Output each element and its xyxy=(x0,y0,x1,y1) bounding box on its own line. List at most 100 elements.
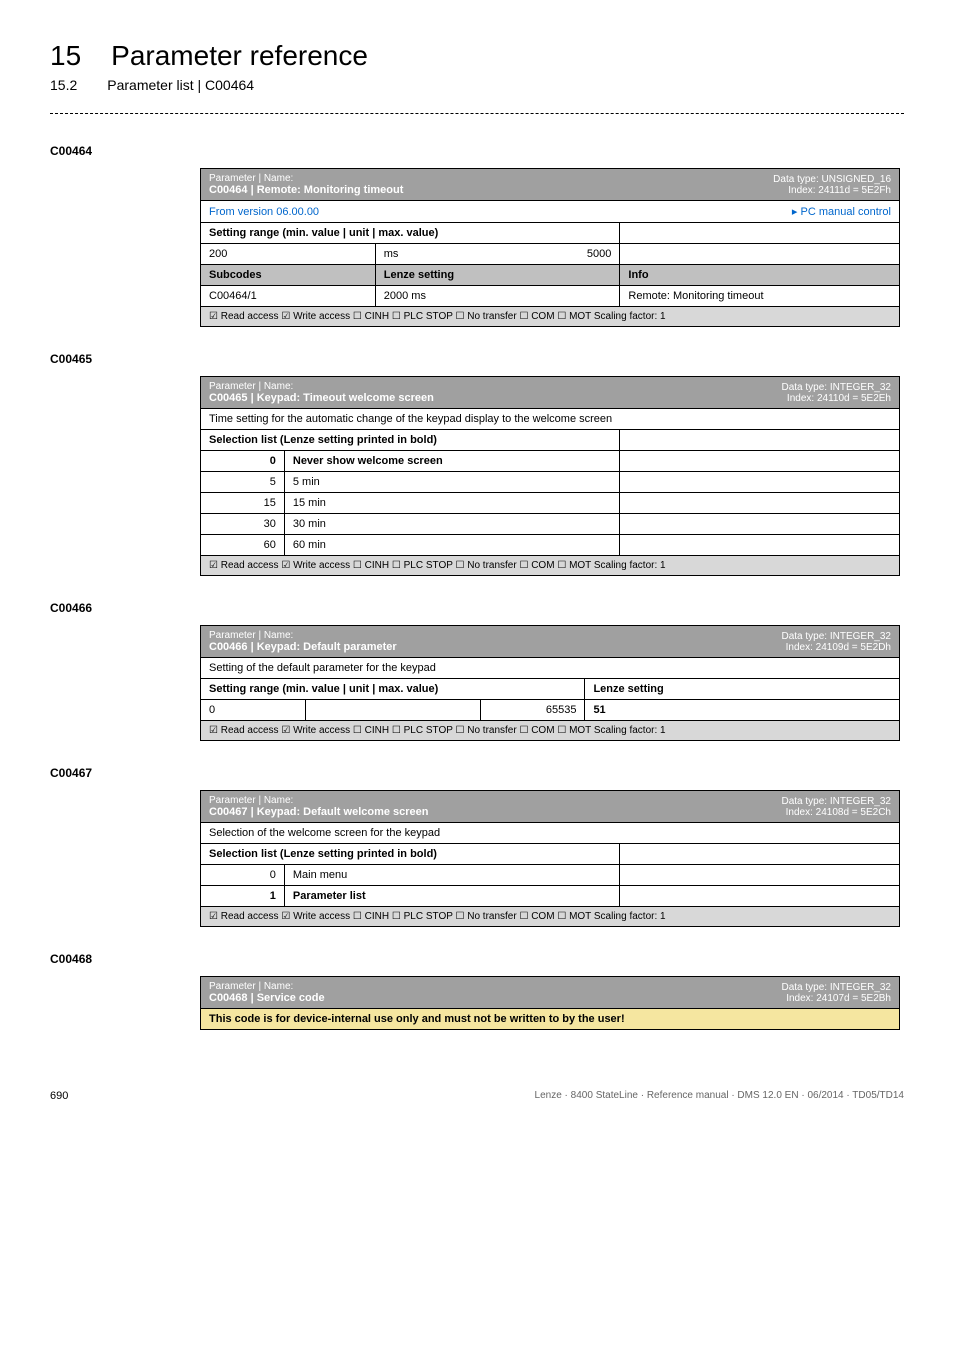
param-id-c00464: C00464 xyxy=(50,144,904,158)
data-type: Data type: INTEGER_32 xyxy=(782,982,892,993)
index: Index: 24108d = 5E2Ch xyxy=(782,807,892,818)
data-type: Data type: UNSIGNED_16 xyxy=(773,174,891,185)
table-row: Parameter | Name: C00464 | Remote: Monit… xyxy=(201,169,900,201)
option-label: Main menu xyxy=(284,865,620,886)
min-value: 200 xyxy=(201,244,376,265)
index: Index: 24110d = 5E2Eh xyxy=(782,393,892,404)
option-value: 5 xyxy=(201,472,285,493)
data-type: Data type: INTEGER_32 xyxy=(782,382,892,393)
access-row: ☑ Read access ☑ Write access ☐ CINH ☐ PL… xyxy=(201,907,900,927)
option-value: 60 xyxy=(201,535,285,556)
empty-cell xyxy=(620,514,900,535)
subcode-value: C00464/1 xyxy=(201,286,376,307)
chapter-title: Parameter reference xyxy=(111,40,368,72)
unit xyxy=(305,700,480,721)
empty-cell xyxy=(620,844,900,865)
data-type: Data type: INTEGER_32 xyxy=(782,631,892,642)
description: Time setting for the automatic change of… xyxy=(201,409,900,430)
empty-cell xyxy=(620,493,900,514)
table-row: Parameter | Name: C00465 | Keypad: Timeo… xyxy=(201,377,900,409)
param-label: Parameter | Name: xyxy=(209,795,429,806)
empty-cell xyxy=(620,451,900,472)
option-label: 60 min xyxy=(284,535,620,556)
warning-text: This code is for device-internal use onl… xyxy=(201,1009,900,1030)
option-value: 0 xyxy=(201,451,285,472)
lenze-setting-label: Lenze setting xyxy=(375,265,620,286)
description: Setting of the default parameter for the… xyxy=(201,658,900,679)
option-value: 15 xyxy=(201,493,285,514)
table-c00464: Parameter | Name: C00464 | Remote: Monit… xyxy=(200,168,900,327)
option-label: 5 min xyxy=(284,472,620,493)
page-number: 690 xyxy=(50,1090,68,1102)
param-id-c00468: C00468 xyxy=(50,952,904,966)
info-label: Info xyxy=(620,265,900,286)
empty-cell xyxy=(620,535,900,556)
access-row: ☑ Read access ☑ Write access ☐ CINH ☐ PL… xyxy=(201,721,900,741)
manual-link[interactable]: ▸ PC manual control xyxy=(792,205,891,218)
empty-cell xyxy=(620,886,900,907)
param-name: C00465 | Keypad: Timeout welcome screen xyxy=(209,392,434,404)
param-label: Parameter | Name: xyxy=(209,630,397,641)
setting-range-label: Setting range (min. value | unit | max. … xyxy=(201,679,585,700)
max-value: 65535 xyxy=(480,700,585,721)
description: Selection of the welcome screen for the … xyxy=(201,823,900,844)
empty-cell xyxy=(620,244,900,265)
page-header: 15 Parameter reference xyxy=(50,40,904,72)
info-value: Remote: Monitoring timeout xyxy=(620,286,900,307)
table-c00467: Parameter | Name: C00467 | Keypad: Defau… xyxy=(200,790,900,927)
setting-range-label: Setting range (min. value | unit | max. … xyxy=(201,223,620,244)
option-label: Parameter list xyxy=(284,886,620,907)
max-value: 5000 xyxy=(587,248,611,260)
option-label: Never show welcome screen xyxy=(284,451,620,472)
param-id-c00465: C00465 xyxy=(50,352,904,366)
option-label: 30 min xyxy=(284,514,620,535)
param-name: C00467 | Keypad: Default welcome screen xyxy=(209,806,429,818)
table-row: Parameter | Name: C00468 | Service code … xyxy=(201,977,900,1009)
table-row: From version 06.00.00 ▸ PC manual contro… xyxy=(201,201,900,223)
param-id-c00467: C00467 xyxy=(50,766,904,780)
table-c00466: Parameter | Name: C00466 | Keypad: Defau… xyxy=(200,625,900,741)
empty-cell xyxy=(620,865,900,886)
selection-label: Selection list (Lenze setting printed in… xyxy=(201,844,620,865)
page-footer: 690 Lenze · 8400 StateLine · Reference m… xyxy=(50,1090,904,1102)
lenze-value: 51 xyxy=(585,700,900,721)
lenze-value: 2000 ms xyxy=(375,286,620,307)
param-name: C00466 | Keypad: Default parameter xyxy=(209,641,397,653)
index: Index: 24109d = 5E2Dh xyxy=(782,642,892,653)
subcodes-label: Subcodes xyxy=(201,265,376,286)
param-name: C00464 | Remote: Monitoring timeout xyxy=(209,184,403,196)
empty-cell xyxy=(620,223,900,244)
page-subheader: 15.2 Parameter list | C00464 xyxy=(50,77,904,93)
empty-cell xyxy=(620,472,900,493)
min-value: 0 xyxy=(201,700,306,721)
table-c00468: Parameter | Name: C00468 | Service code … xyxy=(200,976,900,1030)
table-c00465: Parameter | Name: C00465 | Keypad: Timeo… xyxy=(200,376,900,576)
param-label: Parameter | Name: xyxy=(209,173,403,184)
param-label: Parameter | Name: xyxy=(209,981,325,992)
index: Index: 24107d = 5E2Bh xyxy=(782,993,892,1004)
param-id-c00466: C00466 xyxy=(50,601,904,615)
chapter-number: 15 xyxy=(50,40,81,72)
divider xyxy=(50,113,904,114)
option-value: 1 xyxy=(201,886,285,907)
data-type: Data type: INTEGER_32 xyxy=(782,796,892,807)
empty-cell xyxy=(620,430,900,451)
param-label: Parameter | Name: xyxy=(209,381,434,392)
option-value: 30 xyxy=(201,514,285,535)
unit: ms xyxy=(384,248,399,260)
version-link[interactable]: From version 06.00.00 xyxy=(209,206,319,218)
selection-label: Selection list (Lenze setting printed in… xyxy=(201,430,620,451)
access-row: ☑ Read access ☑ Write access ☐ CINH ☐ PL… xyxy=(201,556,900,576)
table-row: ms 5000 xyxy=(375,244,620,265)
section-number: 15.2 xyxy=(50,77,77,93)
lenze-setting-label: Lenze setting xyxy=(585,679,900,700)
footer-text: Lenze · 8400 StateLine · Reference manua… xyxy=(535,1090,904,1102)
section-title: Parameter list | C00464 xyxy=(107,77,254,93)
option-label: 15 min xyxy=(284,493,620,514)
option-value: 0 xyxy=(201,865,285,886)
access-row: ☑ Read access ☑ Write access ☐ CINH ☐ PL… xyxy=(201,307,900,327)
param-name: C00468 | Service code xyxy=(209,992,325,1004)
table-row: Parameter | Name: C00467 | Keypad: Defau… xyxy=(201,791,900,823)
table-row: Parameter | Name: C00466 | Keypad: Defau… xyxy=(201,626,900,658)
index: Index: 24111d = 5E2Fh xyxy=(773,185,891,196)
